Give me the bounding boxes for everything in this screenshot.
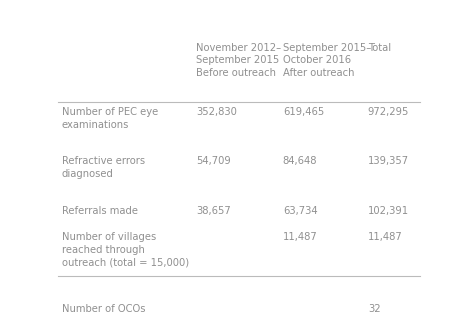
Text: Number of villages
reached through
outreach (total = 15,000): Number of villages reached through outre… xyxy=(62,232,189,267)
Text: 972,295: 972,295 xyxy=(368,107,409,117)
Text: 619,465: 619,465 xyxy=(283,107,324,117)
Text: 11,487: 11,487 xyxy=(368,232,403,242)
Text: September 2015–
October 2016
After outreach: September 2015– October 2016 After outre… xyxy=(283,43,371,78)
Text: 84,648: 84,648 xyxy=(283,156,317,167)
Text: 54,709: 54,709 xyxy=(196,156,231,167)
Text: 32: 32 xyxy=(368,304,381,314)
Text: Number of PEC eye
examinations: Number of PEC eye examinations xyxy=(62,107,158,130)
Text: November 2012–
September 2015
Before outreach: November 2012– September 2015 Before out… xyxy=(196,43,281,78)
Text: Number of OCOs
trained as PEC trainers: Number of OCOs trained as PEC trainers xyxy=(62,304,177,316)
Text: 352,830: 352,830 xyxy=(196,107,237,117)
Text: 139,357: 139,357 xyxy=(368,156,409,167)
Text: 38,657: 38,657 xyxy=(196,206,231,216)
Text: Total: Total xyxy=(368,43,391,53)
Text: 102,391: 102,391 xyxy=(368,206,409,216)
Text: Referrals made: Referrals made xyxy=(62,206,138,216)
Text: 63,734: 63,734 xyxy=(283,206,318,216)
Text: Refractive errors
diagnosed: Refractive errors diagnosed xyxy=(62,156,145,179)
Text: 11,487: 11,487 xyxy=(283,232,318,242)
